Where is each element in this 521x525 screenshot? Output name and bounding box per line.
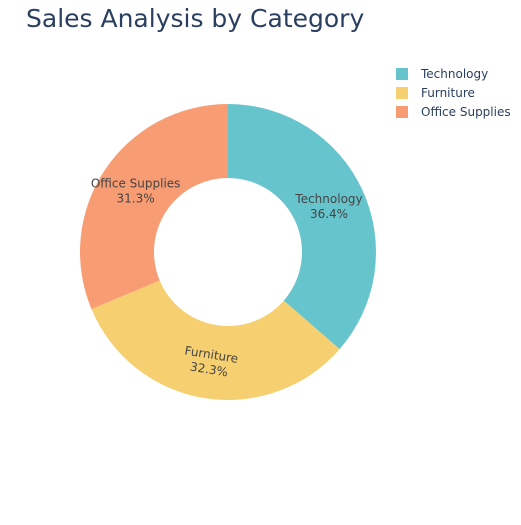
legend-label-technology: Technology: [421, 66, 489, 81]
slice-technology[interactable]: [228, 104, 376, 350]
slice-furniture[interactable]: [91, 280, 340, 400]
legend-swatch-furniture: [396, 86, 408, 99]
chart-title: Sales Analysis by Category: [26, 4, 365, 33]
slice-percent-furniture: 32.3%: [189, 360, 229, 380]
legend-label-office-supplies: Office Supplies: [421, 104, 511, 119]
slice-percent-office-supplies: 31.3%: [117, 191, 155, 205]
legend: Technology Furniture Office Supplies: [396, 64, 511, 121]
legend-item-technology[interactable]: Technology: [396, 64, 511, 83]
legend-item-office-supplies[interactable]: Office Supplies: [396, 102, 511, 121]
legend-swatch-technology: [396, 67, 408, 80]
slice-office-supplies[interactable]: [79, 104, 228, 310]
legend-item-furniture[interactable]: Furniture: [396, 83, 511, 102]
slice-name-office-supplies: Office Supplies: [91, 176, 181, 190]
slice-name-technology: Technology: [294, 192, 362, 206]
legend-swatch-office-supplies: [396, 105, 408, 118]
legend-label-furniture: Furniture: [421, 85, 475, 100]
slice-percent-technology: 36.4%: [310, 207, 348, 221]
